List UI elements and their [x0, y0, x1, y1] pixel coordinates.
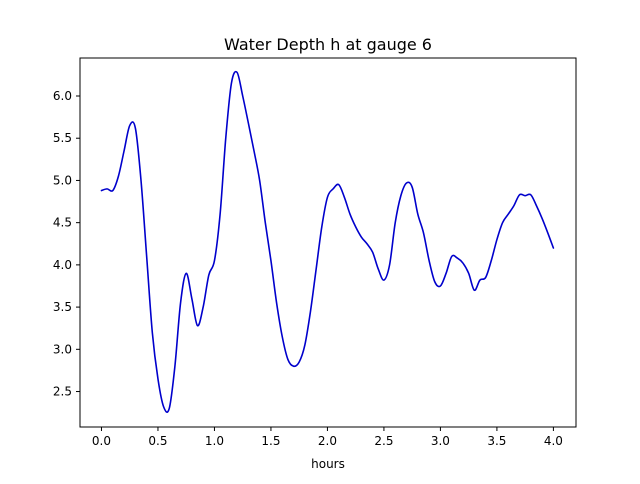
y-tick-label: 4.0: [53, 258, 72, 272]
axes-frame: [79, 57, 577, 428]
chart-title: Water Depth h at gauge 6: [224, 35, 432, 54]
x-tick-label: 2.0: [318, 434, 337, 448]
x-axis-label: hours: [311, 457, 345, 471]
x-tick-label: 3.5: [487, 434, 506, 448]
plot-area: 0.0 0.5 1.0 1.5 2.0 2.5 3.0 3.5 4.0 2.5 3.0 3.5 4.0 4…: [53, 57, 577, 448]
y-tick-label: 3.5: [53, 300, 72, 314]
x-tick-label: 0.0: [92, 434, 111, 448]
y-tick-label: 6.0: [53, 89, 72, 103]
x-tick-label: 1.5: [261, 434, 280, 448]
y-tick-label: 3.0: [53, 342, 72, 356]
x-tick-label: 1.0: [205, 434, 224, 448]
y-tick-label: 5.5: [53, 131, 72, 145]
x-tick-label: 0.5: [148, 434, 167, 448]
y-tick-label: 5.0: [53, 173, 72, 187]
x-tick-label: 3.0: [431, 434, 450, 448]
x-tick-label: 2.5: [374, 434, 393, 448]
series-line-0: [100, 70, 555, 413]
y-tick-label: 4.5: [53, 216, 72, 230]
x-tick-label: 4.0: [544, 434, 563, 448]
y-tick-label: 2.5: [53, 385, 72, 399]
